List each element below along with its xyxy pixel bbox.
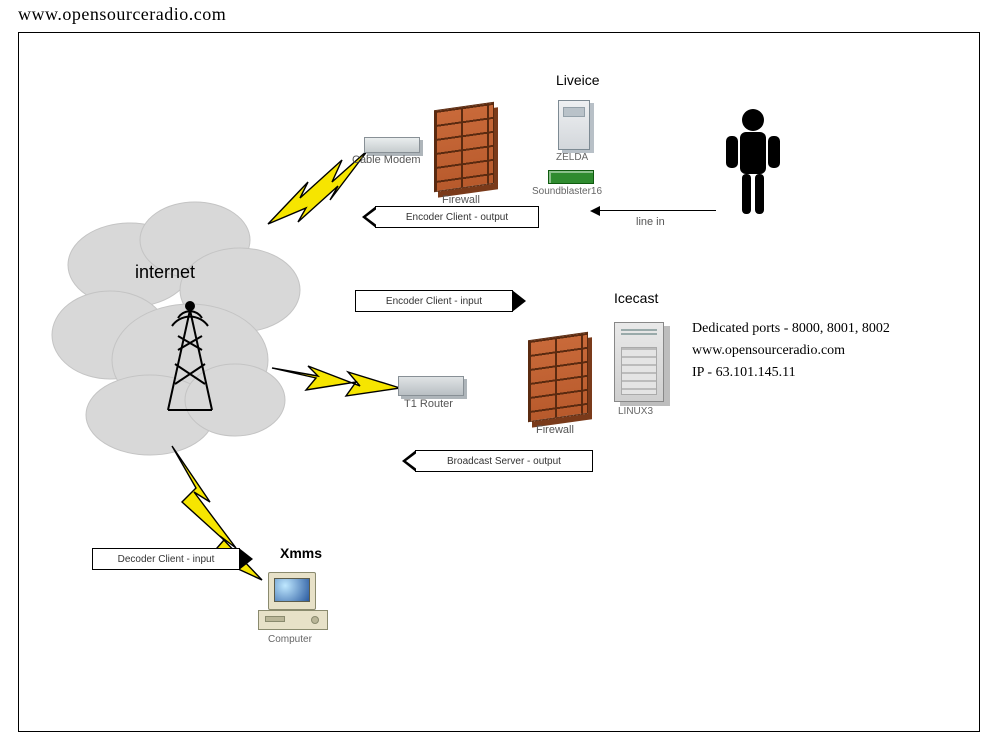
person-icon	[722, 108, 784, 218]
cable-modem-icon	[364, 137, 420, 153]
firewall-mid-label: Firewall	[536, 424, 574, 436]
line-in-arrow	[600, 210, 716, 211]
zelda-icon	[558, 100, 590, 150]
info-line-1: www.opensourceradio.com	[692, 340, 890, 362]
info-line-3: IP - 63.101.145.11	[692, 362, 890, 384]
encoder-input-arrow: Encoder Client - input	[355, 290, 513, 312]
decoder-input-arrow: Decoder Client - input	[92, 548, 240, 570]
icecast-title: Icecast	[614, 290, 658, 306]
linux3-label: LINUX3	[618, 406, 653, 417]
t1-router-icon	[398, 376, 464, 396]
soundcard-icon	[548, 170, 594, 184]
xmms-title: Xmms	[280, 545, 322, 561]
firewall-top-icon	[434, 102, 494, 192]
encoder-input-text: Encoder Client - input	[386, 296, 482, 307]
linux3-icon	[614, 322, 664, 402]
encoder-output-text: Encoder Client - output	[406, 212, 508, 223]
computer-icon	[258, 572, 326, 630]
computer-label: Computer	[268, 634, 312, 645]
t1-router-label: T1 Router	[404, 398, 453, 410]
info-block: Dedicated ports - 8000, 8001, 8002 www.o…	[692, 318, 890, 384]
line-in-label: line in	[636, 216, 665, 228]
broadcast-output-text: Broadcast Server - output	[447, 456, 561, 467]
liveice-title: Liveice	[556, 72, 600, 88]
zelda-label: ZELDA	[556, 152, 588, 163]
decoder-input-text: Decoder Client - input	[118, 554, 215, 565]
info-line-0: Dedicated ports - 8000, 8001, 8002	[692, 318, 890, 340]
broadcast-output-arrow: Broadcast Server - output	[415, 450, 593, 472]
cable-modem-label: Cable Modem	[352, 154, 420, 166]
firewall-mid-icon	[528, 332, 588, 422]
firewall-top-label: Firewall	[442, 194, 480, 206]
diagram-canvas: www.opensourceradio.com internet	[0, 0, 997, 747]
soundcard-label: Soundblaster16	[532, 186, 602, 197]
encoder-output-arrow: Encoder Client - output	[375, 206, 539, 228]
